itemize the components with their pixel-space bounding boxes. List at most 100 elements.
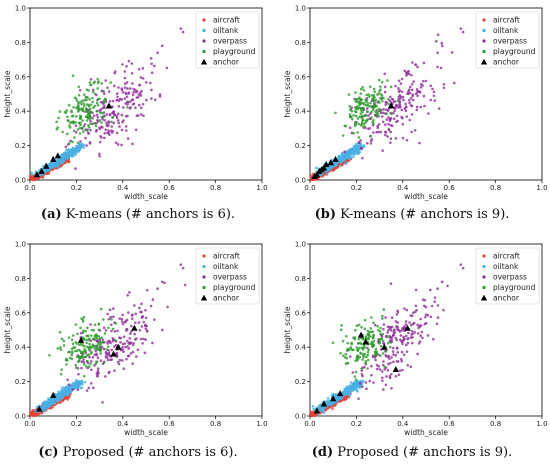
scatter-point (73, 96, 77, 99)
scatter-point (121, 320, 124, 323)
scatter-point (151, 298, 155, 301)
scatter-point (80, 317, 83, 320)
scatter-point (74, 349, 77, 353)
scatter-point (363, 365, 366, 369)
scatter-point (125, 95, 129, 99)
scatter-point (80, 360, 84, 364)
scatter-point (382, 327, 385, 331)
scatter-point (128, 337, 132, 340)
scatter-point (355, 346, 359, 349)
scatter-point (107, 351, 111, 355)
scatter-point (358, 382, 362, 385)
scatter-point (98, 346, 102, 349)
scatter-point (373, 354, 376, 357)
scatter-point (410, 73, 413, 77)
scatter-point (67, 142, 71, 145)
scatter-point (129, 332, 132, 335)
scatter-point (57, 395, 60, 399)
scatter-point (134, 128, 138, 132)
scatter-point (342, 354, 345, 358)
scatter-point (366, 353, 370, 357)
scatter-point (364, 335, 368, 338)
caption-text: K-means (# anchors is 6). (62, 207, 235, 222)
scatter-point (115, 92, 119, 95)
scatter-point (30, 178, 34, 182)
scatter-point (361, 352, 365, 356)
scatter-point (399, 334, 403, 337)
scatter-point (91, 88, 95, 92)
scatter-point (383, 90, 387, 94)
scatter-point (121, 63, 124, 66)
scatter-point (79, 114, 82, 118)
scatter-point (367, 335, 371, 338)
scatter-point (359, 87, 363, 91)
scatter-point (114, 322, 117, 325)
anchor-point (50, 155, 57, 162)
scatter-point (432, 94, 436, 98)
scatter-point (76, 380, 80, 384)
scatter-point (386, 369, 390, 372)
scatter-point (432, 90, 436, 94)
scatter-point (141, 342, 144, 345)
scatter-point (381, 317, 384, 320)
scatter-point (83, 98, 87, 102)
scatter-point (377, 78, 381, 82)
scatter-point (340, 152, 344, 156)
scatter-point (87, 126, 91, 129)
scatter-point (68, 153, 72, 156)
scatter-point (379, 92, 383, 96)
scatter-point (138, 83, 141, 87)
scatter-point (440, 280, 444, 284)
legend-marker-overpass (202, 275, 206, 279)
scatter-point (119, 336, 123, 340)
scatter-point (106, 342, 109, 345)
scatter-point (70, 151, 74, 154)
scatter-point (71, 388, 75, 391)
scatter-point (141, 315, 145, 318)
scatter-point (90, 328, 94, 332)
scatter-point (416, 94, 419, 98)
scatter-point (109, 358, 112, 362)
scatter-point (405, 350, 409, 353)
scatter-point (72, 148, 75, 152)
scatter-point (65, 357, 68, 361)
scatter-point (389, 95, 392, 99)
scatter-point (446, 284, 449, 288)
scatter-point (400, 108, 404, 112)
scatter-point (363, 125, 366, 129)
scatter-point (356, 131, 359, 134)
scatter-point (83, 355, 87, 359)
anchor-point (320, 400, 328, 407)
legend-marker-oiltank (202, 264, 206, 269)
scatter-point (361, 110, 364, 114)
scatter-point (352, 113, 355, 117)
scatter-point (357, 337, 361, 341)
anchor-point (404, 324, 411, 331)
scatter-point (411, 98, 415, 102)
scatter-point (130, 324, 133, 328)
scatter-point (117, 112, 120, 115)
scatter-point (433, 99, 437, 102)
scatter-point (83, 123, 87, 126)
scatter-point (361, 156, 364, 160)
scatter-point (142, 320, 145, 324)
scatter-point (102, 347, 106, 351)
scatter-point (360, 325, 363, 329)
scatter-point (103, 118, 106, 122)
scatter-point (96, 77, 100, 81)
scatter-point (79, 326, 82, 330)
scatter-point (131, 362, 134, 365)
scatter-point (410, 104, 414, 108)
scatter-point (403, 337, 406, 341)
scatter-point (442, 86, 446, 90)
scatter-point (404, 320, 408, 323)
scatter-point (66, 387, 70, 390)
scatter-point (119, 341, 122, 344)
scatter-point (78, 343, 81, 346)
scatter-point (87, 124, 90, 127)
scatter-point (131, 93, 135, 97)
scatter-point (66, 150, 69, 154)
legend-label-playground: playground (493, 283, 536, 292)
scatter-point (415, 105, 419, 109)
x-tick-label: 0.8 (490, 184, 501, 192)
